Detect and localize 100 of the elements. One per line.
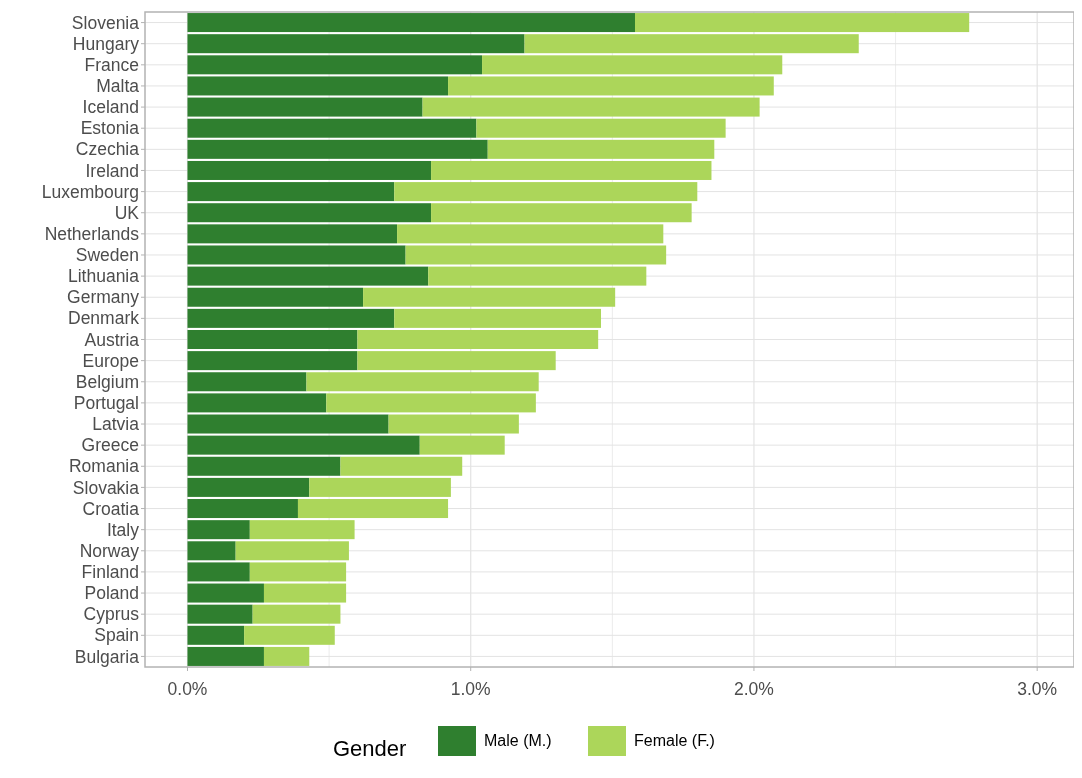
y-tick-label: Greece xyxy=(81,435,139,456)
bar xyxy=(187,76,449,96)
bar xyxy=(187,329,358,350)
bar xyxy=(187,160,432,180)
bar xyxy=(422,97,760,117)
bar xyxy=(252,604,341,624)
y-tick-label: Italy xyxy=(106,519,140,540)
bar xyxy=(187,13,635,33)
bar xyxy=(187,646,264,666)
bar xyxy=(428,266,647,286)
y-tick-label: Austria xyxy=(84,329,140,350)
bar xyxy=(405,245,667,265)
y-tick-label: Bulgaria xyxy=(74,646,140,667)
y-tick-label: Belgium xyxy=(75,371,139,392)
bar xyxy=(357,329,599,350)
bar xyxy=(187,562,250,582)
legend-title: Gender xyxy=(333,736,407,761)
bar xyxy=(394,308,601,328)
y-tick-label: UK xyxy=(114,202,140,223)
y-tick-label: Portugal xyxy=(73,393,139,414)
bar xyxy=(187,203,432,223)
bar xyxy=(431,160,712,180)
bar xyxy=(448,76,774,96)
bar xyxy=(340,456,463,476)
y-tick-label: Finland xyxy=(81,562,139,583)
bar xyxy=(187,541,236,561)
y-tick-label: Germany xyxy=(67,287,140,308)
y-tick-label: Ireland xyxy=(85,160,139,181)
bar xyxy=(263,583,347,603)
y-tick-label: Malta xyxy=(96,76,140,97)
bar xyxy=(187,351,358,371)
y-tick-label: Hungary xyxy=(72,33,140,54)
y-tick-label: Norway xyxy=(79,540,140,561)
bar xyxy=(244,625,335,645)
bar xyxy=(187,477,310,497)
bar xyxy=(187,604,253,624)
bar xyxy=(263,646,310,666)
bar xyxy=(297,499,449,519)
y-tick-label: Slovakia xyxy=(72,477,140,498)
bar xyxy=(187,435,420,455)
bar xyxy=(419,435,505,455)
bar xyxy=(187,372,307,392)
x-tick-label: 0.0% xyxy=(167,679,208,699)
bar xyxy=(187,118,477,138)
bar xyxy=(249,520,355,540)
bar xyxy=(309,477,451,497)
y-tick-label: Poland xyxy=(84,583,139,604)
bar xyxy=(326,393,536,413)
bar xyxy=(388,414,519,434)
y-tick-label: Slovenia xyxy=(71,12,140,33)
bar xyxy=(394,182,698,202)
bar xyxy=(397,224,664,244)
bar xyxy=(187,182,395,202)
bar xyxy=(187,224,398,244)
bar xyxy=(187,308,395,328)
y-tick-label: Luxembourg xyxy=(41,181,139,202)
bar xyxy=(187,393,327,413)
bar xyxy=(187,583,264,603)
bar xyxy=(187,34,525,54)
y-tick-label: Estonia xyxy=(80,118,140,139)
bar xyxy=(357,351,556,371)
y-tick-label: Sweden xyxy=(75,245,139,266)
bar xyxy=(235,541,349,561)
y-tick-label: Denmark xyxy=(68,308,140,329)
bar xyxy=(187,97,423,117)
bar xyxy=(187,499,298,519)
bar xyxy=(187,456,341,476)
bar xyxy=(487,139,715,159)
bar xyxy=(187,266,429,286)
y-tick-label: Netherlands xyxy=(44,223,140,244)
x-tick-label: 1.0% xyxy=(450,679,491,699)
x-tick-label: 3.0% xyxy=(1017,679,1058,699)
y-tick-label: Romania xyxy=(68,456,140,477)
bar xyxy=(187,55,483,75)
bar xyxy=(306,372,539,392)
y-tick-label: Spain xyxy=(94,625,139,646)
bar xyxy=(187,625,245,645)
bar xyxy=(524,34,859,54)
y-tick-label: France xyxy=(84,54,139,75)
bar xyxy=(187,245,406,265)
legend-label: Male (M.) xyxy=(484,732,552,749)
bar xyxy=(634,13,970,33)
bar xyxy=(187,287,364,307)
y-tick-label: Europe xyxy=(82,350,139,371)
y-tick-label: Latvia xyxy=(92,414,140,435)
bar xyxy=(482,55,783,75)
y-tick-label: Croatia xyxy=(82,498,140,519)
bar xyxy=(249,562,347,582)
y-tick-label: Czechia xyxy=(75,139,140,160)
bar xyxy=(187,414,389,434)
y-tick-label: Iceland xyxy=(82,97,139,118)
bar xyxy=(363,287,616,307)
bar xyxy=(431,203,692,223)
legend-label: Female (F.) xyxy=(634,732,715,749)
bar xyxy=(187,520,250,540)
y-tick-label: Lithuania xyxy=(67,266,140,287)
y-tick-label: Cyprus xyxy=(83,604,140,625)
bar xyxy=(187,139,488,159)
bar xyxy=(476,118,726,138)
x-tick-label: 2.0% xyxy=(734,679,774,699)
